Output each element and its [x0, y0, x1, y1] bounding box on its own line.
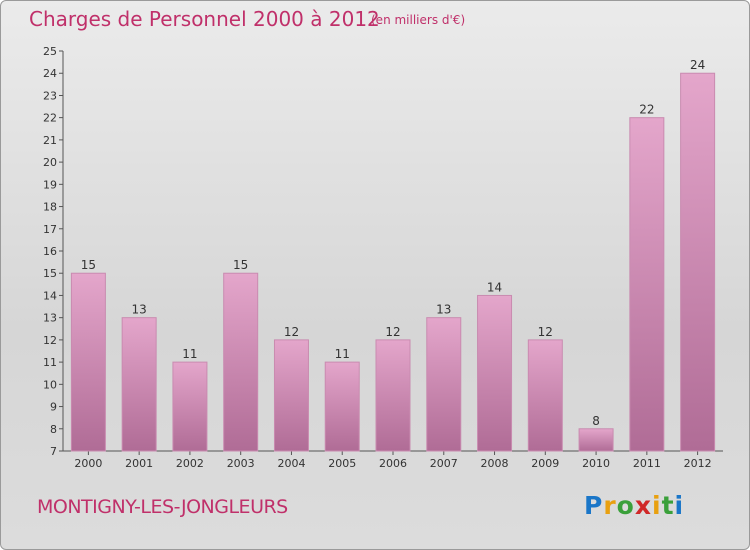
y-tick-label: 16 — [43, 245, 57, 258]
x-tick-label: 2003 — [227, 457, 255, 470]
x-tick-label: 2008 — [481, 457, 509, 470]
x-tick-label: 2005 — [328, 457, 356, 470]
y-tick-label: 13 — [43, 312, 57, 325]
y-tick-label: 9 — [50, 401, 57, 414]
bar — [324, 361, 360, 452]
bar — [273, 339, 309, 452]
x-tick-label: 2010 — [582, 457, 610, 470]
x-tick-label: 2011 — [633, 457, 661, 470]
y-tick-label: 23 — [43, 89, 57, 102]
y-tick-label: 19 — [43, 178, 57, 191]
x-tick-label: 2004 — [277, 457, 305, 470]
bar — [629, 117, 665, 452]
y-tick-label: 15 — [43, 267, 57, 280]
logo-letter: P — [584, 491, 604, 520]
chart-title: Charges de Personnel 2000 à 2012 — [29, 7, 380, 31]
logo-letter: o — [616, 491, 635, 520]
y-tick-label: 14 — [43, 289, 57, 302]
y-tick-label: 22 — [43, 112, 57, 125]
bar-value-label: 11 — [182, 347, 197, 361]
bar-value-label: 13 — [132, 303, 147, 317]
bar-value-label: 12 — [284, 325, 299, 339]
y-tick-label: 20 — [43, 156, 57, 169]
bar-value-label: 24 — [690, 58, 705, 72]
y-tick-label: 12 — [43, 334, 57, 347]
bar — [527, 339, 563, 452]
logo-letter: i — [652, 491, 662, 520]
bar-value-label: 8 — [592, 414, 600, 428]
bar — [223, 272, 259, 452]
x-tick-label: 2007 — [430, 457, 458, 470]
y-tick-label: 21 — [43, 134, 57, 147]
y-tick-label: 10 — [43, 378, 57, 391]
bar — [426, 317, 462, 452]
bar — [477, 294, 513, 452]
x-tick-label: 2012 — [684, 457, 712, 470]
y-tick-label: 11 — [43, 356, 57, 369]
logo-letter: r — [603, 491, 617, 520]
y-tick-label: 17 — [43, 223, 57, 236]
proxiti-logo: Proxiti — [584, 491, 684, 520]
bar — [121, 317, 157, 452]
x-tick-label: 2006 — [379, 457, 407, 470]
y-tick-label: 7 — [50, 445, 57, 458]
x-tick-label: 2009 — [531, 457, 559, 470]
bar-value-label: 11 — [335, 347, 350, 361]
bar-value-label: 22 — [639, 103, 654, 117]
x-tick-label: 2000 — [74, 457, 102, 470]
bar — [578, 428, 614, 452]
bar-value-label: 15 — [233, 258, 248, 272]
bar-value-label: 14 — [487, 280, 502, 294]
x-tick-label: 2001 — [125, 457, 153, 470]
bar — [70, 272, 106, 452]
logo-letter: i — [674, 491, 685, 520]
bar-value-label: 13 — [436, 303, 451, 317]
city-name: MONTIGNY-LES-JONGLEURS — [37, 496, 288, 518]
logo-letter: t — [661, 491, 675, 520]
bar — [172, 361, 208, 452]
chart-axes: 7 8 9 10 11 12 13 14 15 16 17 18 19 20 21 22 23 24 25 2000 2… — [43, 45, 723, 470]
y-tick-label: 25 — [43, 45, 57, 58]
logo-letter: x — [634, 491, 652, 520]
chart-bars: 15 13 11 15 12 11 12 13 14 12 8 22 24 — [70, 58, 716, 452]
bar — [680, 72, 716, 452]
y-tick-label: 24 — [43, 67, 57, 80]
bar-value-label: 12 — [385, 325, 400, 339]
chart-subtitle: (en milliers d'€) — [371, 13, 466, 27]
y-tick-label: 8 — [50, 423, 57, 436]
y-tick-label: 18 — [43, 201, 57, 214]
bar — [375, 339, 411, 452]
bar-value-label: 15 — [81, 258, 96, 272]
bar-value-label: 12 — [538, 325, 553, 339]
x-tick-label: 2002 — [176, 457, 204, 470]
